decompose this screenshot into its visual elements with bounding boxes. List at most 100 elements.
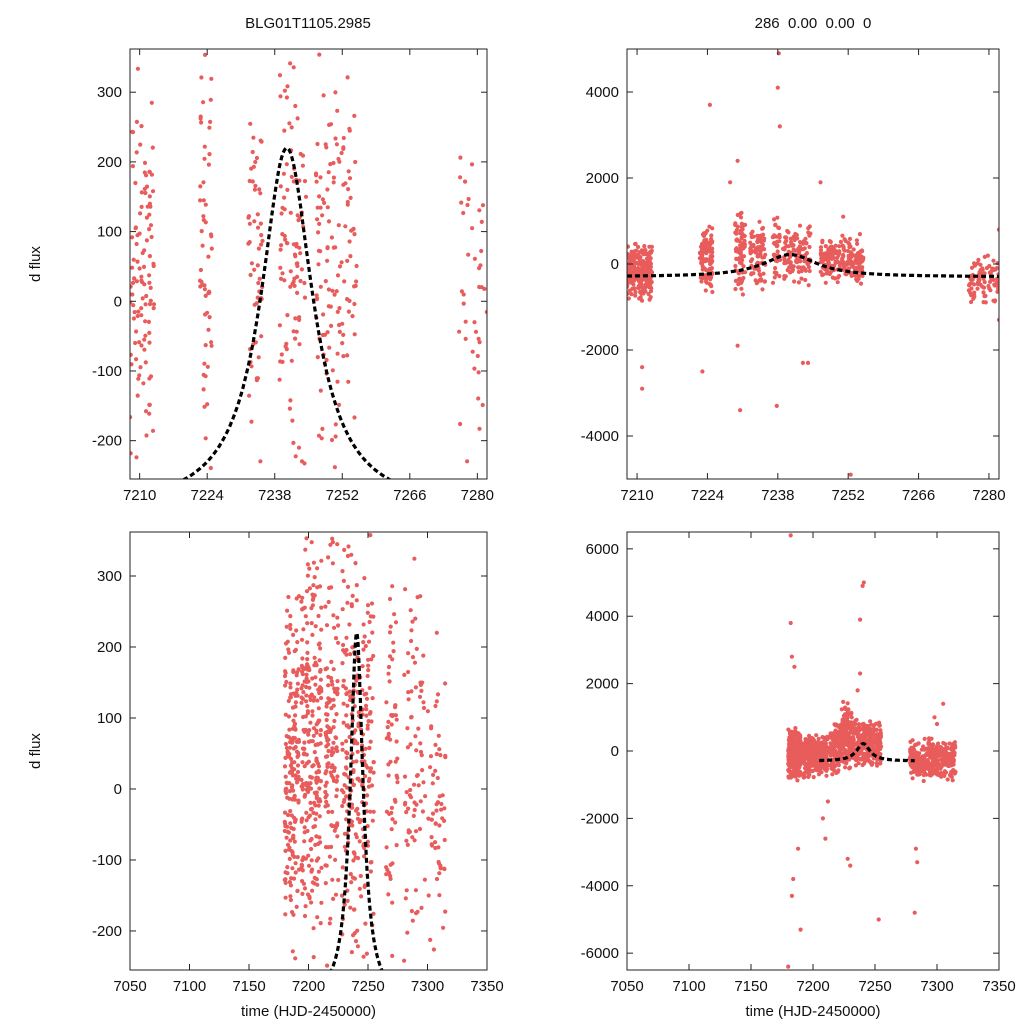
data-point [318, 732, 323, 738]
data-point [484, 309, 487, 315]
y-tick-label: 4000 [586, 84, 619, 101]
data-point [287, 856, 292, 862]
data-point [309, 621, 314, 626]
data-point [700, 259, 705, 264]
data-point [772, 217, 777, 222]
data-point [336, 223, 341, 228]
data-point [818, 747, 823, 753]
data-point [278, 94, 283, 99]
data-point [286, 650, 292, 655]
data-point [406, 690, 411, 695]
data-point [208, 465, 213, 471]
data-point [394, 739, 399, 744]
data-point [318, 175, 323, 180]
x-tick-label: 7050 [113, 978, 146, 995]
data-point [792, 664, 797, 669]
data-point [368, 809, 373, 814]
data-point [303, 904, 308, 909]
data-point [834, 732, 839, 737]
data-point [140, 280, 145, 285]
data-point [393, 713, 398, 718]
data-point [370, 696, 375, 701]
data-point [402, 802, 408, 807]
data-point [461, 301, 466, 306]
data-point [352, 113, 357, 118]
data-point [325, 205, 330, 210]
data-point [818, 245, 824, 250]
data-point [130, 235, 135, 240]
data-point [341, 701, 346, 706]
data-point [329, 765, 334, 770]
data-point [305, 711, 310, 716]
data-point [320, 426, 325, 431]
data-point [302, 740, 307, 745]
data-point [806, 755, 811, 760]
data-point [801, 775, 806, 780]
data-point [428, 765, 433, 770]
data-point [463, 336, 468, 341]
data-point [296, 753, 301, 758]
data-point [325, 963, 330, 968]
data-point [734, 249, 739, 254]
data-point [707, 102, 713, 107]
data-point [842, 248, 847, 253]
data-point [476, 336, 481, 341]
data-point [133, 180, 138, 186]
data-point [390, 713, 395, 719]
data-point [926, 736, 932, 741]
data-point [284, 734, 289, 739]
data-point [299, 267, 304, 272]
data-point [773, 240, 778, 245]
data-point [325, 764, 330, 770]
data-point [330, 561, 335, 566]
data-point [435, 775, 440, 781]
data-point [147, 376, 152, 381]
data-point [390, 953, 395, 959]
data-point [299, 819, 304, 824]
data-point [323, 789, 328, 795]
data-point [288, 809, 293, 814]
data-point [209, 76, 214, 81]
data-point [778, 257, 783, 262]
data-point [353, 159, 358, 165]
data-point [151, 306, 156, 311]
data-point [820, 816, 826, 821]
data-point [340, 569, 345, 574]
data-point [354, 598, 359, 603]
data-point [367, 746, 372, 751]
data-point [146, 319, 151, 324]
data-point [816, 753, 822, 758]
data-point [310, 592, 315, 597]
data-point [325, 724, 330, 729]
data-point [801, 753, 806, 758]
data-point [876, 917, 881, 922]
data-point [435, 800, 441, 805]
data-point [316, 262, 321, 267]
data-point [138, 365, 143, 370]
data-point [801, 741, 806, 746]
data-point [433, 703, 438, 709]
data-point [975, 286, 980, 291]
data-point [203, 202, 208, 207]
data-point [289, 358, 294, 363]
data-point [362, 854, 367, 859]
data-point [788, 260, 793, 265]
data-point [335, 692, 340, 697]
data-point [704, 268, 709, 273]
data-point [305, 828, 310, 834]
data-point [442, 818, 447, 824]
data-point [920, 754, 925, 759]
data-point [286, 714, 291, 719]
data-point [305, 657, 310, 662]
data-point [857, 752, 862, 757]
data-point [796, 769, 801, 774]
data-point [354, 759, 359, 764]
data-point [627, 268, 630, 274]
data-point [295, 290, 300, 295]
data-point [412, 556, 417, 561]
data-point [301, 690, 306, 695]
data-point [197, 278, 203, 283]
data-point [320, 332, 325, 338]
data-point [788, 236, 793, 241]
data-point [917, 760, 922, 765]
